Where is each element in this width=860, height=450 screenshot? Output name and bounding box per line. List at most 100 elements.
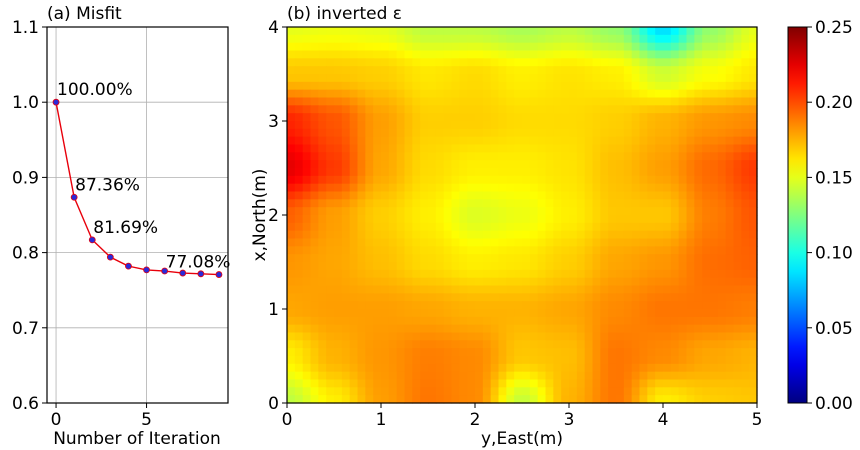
heatmap-cell — [741, 74, 750, 83]
heatmap-cell — [420, 277, 429, 287]
heatmap-cell — [522, 207, 531, 216]
heatmap-cell — [420, 199, 429, 208]
heatmap-cell — [553, 285, 562, 294]
heatmap-cell — [475, 97, 484, 106]
heatmap-cell — [294, 175, 304, 185]
heatmap-cell — [506, 230, 515, 240]
heatmap-cell — [647, 58, 656, 67]
heatmap-cell — [365, 74, 374, 83]
heatmap-cell — [639, 262, 648, 271]
heatmap-cell — [475, 332, 484, 341]
heatmap-cell — [537, 262, 547, 271]
heatmap-cell — [443, 144, 453, 153]
heatmap-cell — [529, 105, 539, 114]
heatmap-cell — [420, 230, 429, 240]
heatmap-cell — [420, 144, 429, 153]
heatmap-cell — [365, 309, 374, 318]
heatmap-cell — [357, 262, 366, 271]
heatmap-cell — [710, 183, 719, 193]
heatmap-cell — [381, 215, 390, 224]
heatmap-cell — [310, 152, 319, 161]
heatmap-cell — [341, 168, 351, 177]
heatmap-cell — [467, 379, 476, 388]
heatmap-cell — [412, 97, 421, 106]
heatmap-cell — [678, 285, 688, 294]
heatmap-cell — [459, 340, 468, 349]
heatmap-cell — [592, 27, 601, 36]
heatmap-cell — [381, 168, 390, 177]
heatmap-cell — [341, 262, 351, 271]
heatmap-cell — [702, 246, 711, 255]
heatmap-cell — [663, 293, 672, 302]
heatmap-cell — [334, 89, 343, 99]
heatmap-cell — [663, 324, 672, 334]
heatmap-cell — [287, 199, 296, 208]
heatmap-cell — [639, 199, 648, 208]
colorbar-gradient — [787, 26, 808, 404]
heatmap-cell — [341, 324, 351, 334]
heatmap-cell — [420, 356, 429, 365]
heatmap-cell — [741, 387, 750, 396]
heatmap-cell — [608, 199, 617, 208]
heatmap-cell — [490, 191, 500, 200]
heatmap-cell — [420, 254, 429, 263]
heatmap-cell — [616, 277, 625, 287]
heatmap-cell — [576, 316, 586, 326]
heatmap-cell — [702, 395, 711, 404]
heatmap-cell — [396, 387, 406, 396]
heatmap-cell — [639, 301, 648, 310]
heatmap-cell — [302, 262, 312, 271]
heatmap-cell — [670, 215, 680, 224]
heatmap-cell — [428, 277, 437, 287]
heatmap-cell — [428, 348, 437, 357]
heatmap-cell — [357, 58, 366, 67]
misfit-point — [143, 266, 150, 274]
heatmap-cell — [561, 230, 570, 240]
heatmap-cell — [616, 363, 625, 373]
heatmap-cell — [569, 89, 578, 99]
heatmap-cell — [294, 238, 304, 247]
heatmap-cell — [404, 34, 413, 44]
heatmap-cell — [428, 332, 437, 341]
heatmap-cell — [420, 97, 429, 106]
heatmap-cell — [600, 285, 609, 294]
heatmap-cell — [647, 340, 656, 349]
heatmap-cell — [592, 254, 601, 263]
heatmap-cell — [381, 246, 390, 255]
heatmap-cell — [451, 277, 460, 287]
heatmap-cell — [412, 27, 421, 36]
heatmap-cell — [381, 144, 390, 153]
heatmap-cell — [616, 316, 625, 326]
heatmap-cell — [678, 246, 688, 255]
heatmap-cell — [451, 309, 460, 318]
heatmap-cell — [357, 105, 366, 114]
heatmap-cell — [318, 363, 327, 373]
heatmap-cell — [639, 89, 648, 99]
heatmap-cell — [388, 121, 398, 130]
heatmap-cell — [529, 66, 539, 75]
heatmap-cell — [475, 207, 484, 216]
heatmap-cell — [404, 97, 413, 106]
heatmap-cell — [396, 348, 406, 357]
heatmap-cell — [702, 89, 711, 99]
heatmap-cell — [388, 379, 398, 388]
heatmap-cell — [639, 222, 648, 232]
heatmap-cell — [584, 175, 594, 185]
heatmap-cell — [670, 81, 680, 91]
heatmap-cell — [741, 199, 750, 208]
heatmap-cell — [529, 191, 539, 200]
heatmap-cell — [592, 230, 601, 240]
heatmap-cell — [616, 27, 625, 36]
heatmap-cell — [655, 152, 664, 161]
heatmap-cell — [412, 81, 421, 91]
heatmap-cell — [741, 89, 750, 99]
heatmap-cell — [569, 199, 578, 208]
heatmap-cell — [608, 395, 617, 404]
heatmap-cell — [443, 74, 453, 83]
heatmap-cell — [663, 168, 672, 177]
heatmap-cell — [569, 348, 578, 357]
heatmap-cell — [576, 269, 586, 279]
heatmap-cell — [537, 293, 547, 302]
heatmap-cell — [365, 105, 374, 114]
